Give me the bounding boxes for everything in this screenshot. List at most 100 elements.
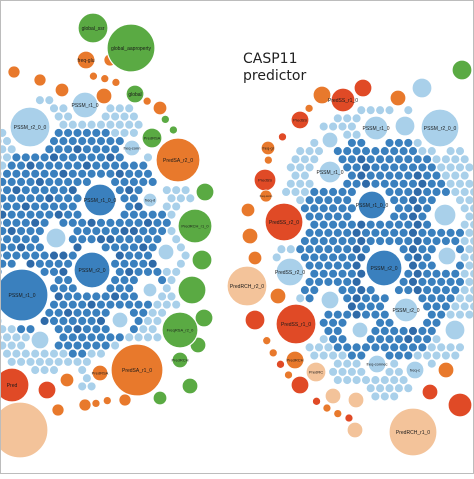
- small-bubble: [394, 170, 404, 181]
- small-bubble: [21, 234, 31, 244]
- small-bubble: [35, 242, 45, 253]
- labeled-bubble: [177, 208, 213, 244]
- bubble: [389, 89, 407, 107]
- small-bubble: [455, 179, 465, 189]
- bubble: [111, 311, 129, 329]
- small-bubble: [323, 260, 334, 271]
- labeled-bubble: [123, 139, 141, 157]
- bubble: [346, 421, 364, 439]
- small-bubble: [86, 218, 97, 228]
- small-bubble: [68, 348, 78, 359]
- small-bubble: [21, 348, 31, 359]
- small-bubble: [356, 170, 367, 181]
- small-bubble: [436, 179, 446, 189]
- small-bubble: [147, 258, 158, 269]
- small-bubble: [408, 260, 418, 271]
- small-bubble: [129, 193, 139, 204]
- ring-bubble: [278, 132, 287, 142]
- small-bubble: [337, 154, 348, 164]
- small-bubble: [351, 293, 362, 304]
- small-bubble: [365, 154, 376, 164]
- labeled-bubble: [388, 407, 438, 457]
- small-bubble: [171, 185, 181, 195]
- bubble: [95, 87, 113, 105]
- bubble-label: PredRCH: [171, 357, 188, 362]
- small-bubble: [342, 179, 352, 189]
- labeled-bubble: [141, 127, 163, 149]
- bubble: [142, 282, 158, 298]
- small-bubble: [427, 326, 437, 336]
- small-bubble: [441, 350, 451, 361]
- small-bubble: [361, 146, 371, 156]
- small-bubble: [49, 169, 59, 179]
- small-bubble: [403, 383, 414, 393]
- small-bubble: [138, 258, 149, 269]
- small-bubble: [16, 226, 26, 236]
- small-bubble: [63, 209, 73, 220]
- small-bubble: [0, 177, 8, 187]
- small-bubble: [370, 146, 381, 156]
- small-bubble: [166, 193, 177, 204]
- small-bubble: [464, 211, 474, 222]
- small-bubble: [375, 318, 385, 328]
- small-bubble: [6, 258, 17, 269]
- small-bubble: [35, 209, 45, 220]
- bubble-label: PredSS: [293, 117, 307, 122]
- small-bubble: [412, 285, 423, 295]
- small-bubble: [49, 250, 59, 261]
- small-bubble: [403, 236, 414, 246]
- small-bubble: [166, 275, 177, 285]
- small-bubble: [68, 299, 78, 310]
- small-bubble: [431, 236, 442, 246]
- bubble: [321, 131, 339, 149]
- small-bubble: [166, 209, 177, 220]
- small-bubble: [53, 177, 64, 187]
- small-bubble: [53, 193, 64, 204]
- small-bubble: [403, 170, 414, 181]
- small-bubble: [318, 121, 329, 132]
- small-bubble: [124, 267, 134, 277]
- small-bubble: [431, 350, 442, 361]
- small-bubble: [356, 154, 367, 164]
- small-bubble: [77, 234, 87, 244]
- small-bubble: [323, 244, 334, 254]
- small-bubble: [11, 169, 22, 179]
- small-bubble: [110, 340, 120, 351]
- small-bubble: [469, 203, 474, 214]
- small-bubble: [445, 162, 456, 173]
- small-bubble: [39, 218, 50, 228]
- small-bubble: [295, 244, 305, 254]
- small-bubble: [408, 244, 418, 254]
- small-bubble: [314, 211, 324, 222]
- bubble-label: PSSM_r2_0_0: [14, 125, 47, 131]
- small-bubble: [422, 187, 432, 197]
- small-bubble: [133, 316, 144, 326]
- bubble-label: PSSM_r1_0: [363, 126, 390, 132]
- small-bubble: [427, 195, 437, 205]
- small-bubble: [422, 285, 432, 295]
- small-bubble: [49, 152, 59, 163]
- small-bubble: [342, 309, 352, 320]
- small-bubble: [2, 185, 12, 195]
- small-bubble: [333, 375, 343, 385]
- small-bubble: [422, 170, 432, 181]
- small-bubble: [16, 193, 26, 204]
- small-bubble: [389, 342, 399, 353]
- small-bubble: [394, 236, 404, 246]
- small-bubble: [21, 201, 31, 212]
- small-bubble: [77, 119, 87, 130]
- small-bubble: [380, 228, 390, 238]
- small-bubble: [100, 160, 111, 171]
- bubble-label: PSSM_r2_0: [371, 266, 398, 272]
- small-bubble: [91, 324, 102, 334]
- small-bubble: [53, 128, 64, 138]
- small-bubble: [389, 179, 399, 189]
- small-bubble: [347, 367, 357, 377]
- small-bubble: [394, 350, 404, 361]
- small-bubble: [133, 234, 144, 244]
- small-bubble: [129, 258, 139, 269]
- labeled-bubble: [363, 115, 389, 141]
- small-bubble: [110, 111, 120, 122]
- small-bubble: [398, 195, 409, 205]
- small-bubble: [91, 128, 102, 138]
